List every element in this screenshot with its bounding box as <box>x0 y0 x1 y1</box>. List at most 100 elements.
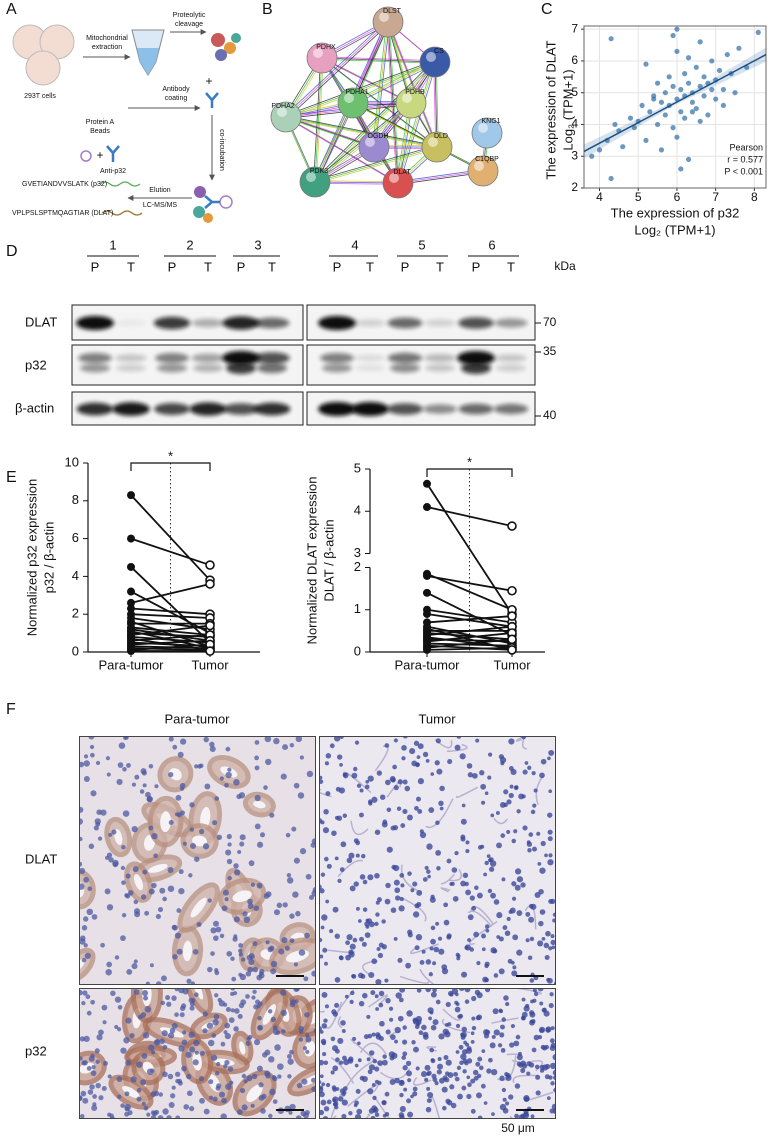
nucleus <box>231 976 237 982</box>
nucleus <box>390 825 396 831</box>
nucleus <box>402 1065 408 1071</box>
nucleus <box>529 1010 535 1016</box>
nucleus <box>179 1012 185 1018</box>
nucleus <box>526 1061 532 1067</box>
nucleus <box>120 1047 127 1054</box>
point <box>608 36 614 42</box>
nucleus <box>194 856 200 862</box>
nucleus <box>402 1039 408 1045</box>
node-label: PDHB <box>405 89 425 96</box>
nucleus <box>183 1104 190 1110</box>
nucleus <box>479 770 485 776</box>
nucleus <box>332 1045 339 1052</box>
para-point <box>127 534 135 543</box>
nucleus <box>406 1010 413 1017</box>
nucleus <box>485 928 490 933</box>
band <box>458 403 494 415</box>
plot-frame <box>583 25 767 189</box>
bead <box>80 150 92 162</box>
nucleus <box>131 963 138 970</box>
nucleus <box>343 1058 350 1066</box>
nucleus <box>89 744 95 750</box>
nucleus <box>263 785 268 790</box>
node-highlight <box>478 123 488 133</box>
nucleus <box>252 966 259 973</box>
point <box>705 112 711 118</box>
nucleus <box>531 770 536 776</box>
nucleus <box>121 913 127 918</box>
nucleus <box>91 914 98 920</box>
y-axis-label: Normalized p32 expression <box>24 479 39 637</box>
pair-line <box>426 646 513 651</box>
nucleus <box>265 758 272 766</box>
nucleus <box>203 1108 210 1115</box>
nucleus <box>421 1024 427 1031</box>
nucleus <box>427 1091 434 1099</box>
nucleus <box>254 740 260 745</box>
nucleus <box>245 994 250 999</box>
nucleus <box>134 774 140 780</box>
nucleus <box>429 896 436 903</box>
nucleus <box>394 1039 398 1044</box>
nucleus <box>290 999 296 1005</box>
nucleus <box>136 1087 142 1093</box>
network-edge <box>386 20 398 182</box>
nucleus <box>337 1037 344 1044</box>
nucleus <box>182 1030 187 1035</box>
pair-line <box>130 537 211 566</box>
nucleus <box>194 764 199 769</box>
nucleus <box>447 990 454 997</box>
nucleus <box>407 1111 414 1118</box>
nucleus <box>516 910 523 916</box>
nucleus <box>215 1085 221 1091</box>
band <box>222 316 260 330</box>
nucleus <box>212 1019 219 1026</box>
nucleus <box>393 784 399 791</box>
nucleus <box>349 943 356 950</box>
nucleus <box>224 783 229 788</box>
nucleus <box>385 882 391 889</box>
nucleus <box>512 934 519 941</box>
point <box>678 166 684 172</box>
nucleus <box>236 1109 243 1116</box>
network-edge <box>284 20 387 116</box>
nucleus <box>467 1082 472 1088</box>
lumen <box>169 768 182 781</box>
nucleus <box>107 1074 112 1079</box>
nucleus <box>474 885 479 890</box>
x-tick-label: 5 <box>635 190 642 204</box>
nucleus <box>330 1036 336 1042</box>
nucleus <box>162 1071 168 1078</box>
nucleus <box>352 1036 357 1041</box>
nucleus <box>514 884 521 891</box>
nucleus <box>375 1032 381 1038</box>
nucleus <box>548 853 553 858</box>
nucleus <box>520 1015 526 1021</box>
nucleus <box>89 1084 95 1090</box>
nucleus <box>296 1082 303 1089</box>
nucleus <box>253 905 260 912</box>
nucleus <box>215 926 222 933</box>
nucleus <box>86 1066 92 1071</box>
nucleus <box>483 1101 488 1105</box>
band <box>351 402 389 416</box>
nucleus <box>443 902 449 908</box>
nucleus <box>372 1058 377 1064</box>
nucleus <box>462 872 469 879</box>
lane-type: P <box>333 259 342 274</box>
nucleus <box>265 940 270 945</box>
nucleus <box>461 1026 467 1033</box>
nucleus <box>226 858 233 865</box>
pair-line <box>130 643 211 652</box>
nucleus <box>488 1057 493 1063</box>
node-label: DLD <box>434 133 448 140</box>
lane-type: T <box>507 259 515 274</box>
nucleus <box>405 962 412 969</box>
nucleus <box>142 1032 150 1039</box>
stroma <box>319 1010 325 1013</box>
blot-frame <box>306 344 536 386</box>
nucleus <box>333 736 341 742</box>
band <box>387 317 423 329</box>
nucleus <box>417 778 425 785</box>
nucleus <box>390 777 396 783</box>
